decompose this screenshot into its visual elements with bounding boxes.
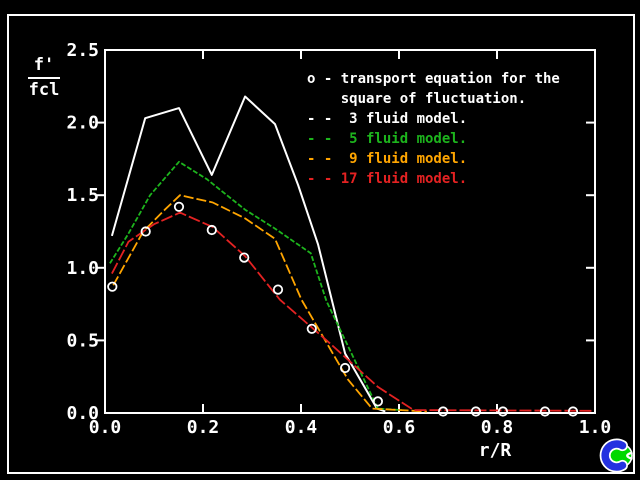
- curve-5-fluid-model: [109, 160, 402, 411]
- curve-3-fluid-model: [110, 95, 386, 413]
- data-point-circle: [140, 226, 151, 237]
- y-tick-label: 2.0: [66, 113, 99, 134]
- y-tick-label: 0.0: [66, 403, 99, 424]
- curve-9-fluid-model: [112, 194, 427, 413]
- data-point-circle: [239, 252, 250, 263]
- x-axis-label: r/R: [478, 440, 512, 461]
- plot-frame: [104, 49, 596, 414]
- software-logo-icon: [599, 438, 633, 473]
- data-point-circle: [497, 406, 508, 417]
- x-tick-label: 0.8: [481, 417, 514, 438]
- data-point-circle: [173, 201, 185, 212]
- logo-swoosh: [601, 440, 627, 471]
- y-tick-label: 2.5: [66, 40, 99, 61]
- x-tick-label: 0.0: [89, 417, 122, 438]
- y-tick-label: 1.0: [66, 258, 99, 279]
- legend: o - transport equation for the square of…: [307, 69, 560, 189]
- legend-line-1: square of fluctuation.: [307, 91, 527, 107]
- x-tick-label: 0.2: [187, 417, 220, 438]
- y-tick-label: 0.5: [66, 330, 99, 351]
- data-point-circle: [206, 224, 217, 236]
- data-point-circle: [470, 406, 481, 417]
- x-tick-label: 0.4: [285, 417, 318, 438]
- data-point-circle: [272, 284, 284, 295]
- legend-line-0: o - transport equation for the: [307, 71, 560, 87]
- data-point-circle: [107, 281, 118, 292]
- legend-line-4: - - 9 fluid model.: [307, 151, 468, 167]
- data-point-circle: [437, 406, 449, 417]
- x-tick-label: 1.0: [579, 417, 612, 438]
- curve-17-fluid-model: [111, 211, 593, 412]
- y-tick-label: 1.5: [66, 185, 99, 206]
- outer-border: [7, 14, 635, 474]
- data-point-circle: [372, 396, 383, 407]
- data-point-circle: [339, 362, 351, 374]
- y-axis-label: f' fcl: [24, 57, 64, 99]
- data-point-circle: [539, 406, 551, 417]
- data-point-circle: [306, 323, 317, 334]
- logo-notch: [626, 451, 633, 461]
- legend-line-2: - - 3 fluid model.: [307, 111, 468, 127]
- x-tick-label: 0.6: [383, 417, 416, 438]
- y-axis-label-numerator: f': [33, 55, 55, 75]
- legend-line-5: - - 17 fluid model.: [307, 171, 468, 187]
- y-axis-label-denominator: fcl: [28, 80, 60, 100]
- legend-line-3: - - 5 fluid model.: [307, 131, 468, 147]
- data-point-circle: [567, 406, 579, 417]
- fraction-bar-icon: [28, 77, 60, 79]
